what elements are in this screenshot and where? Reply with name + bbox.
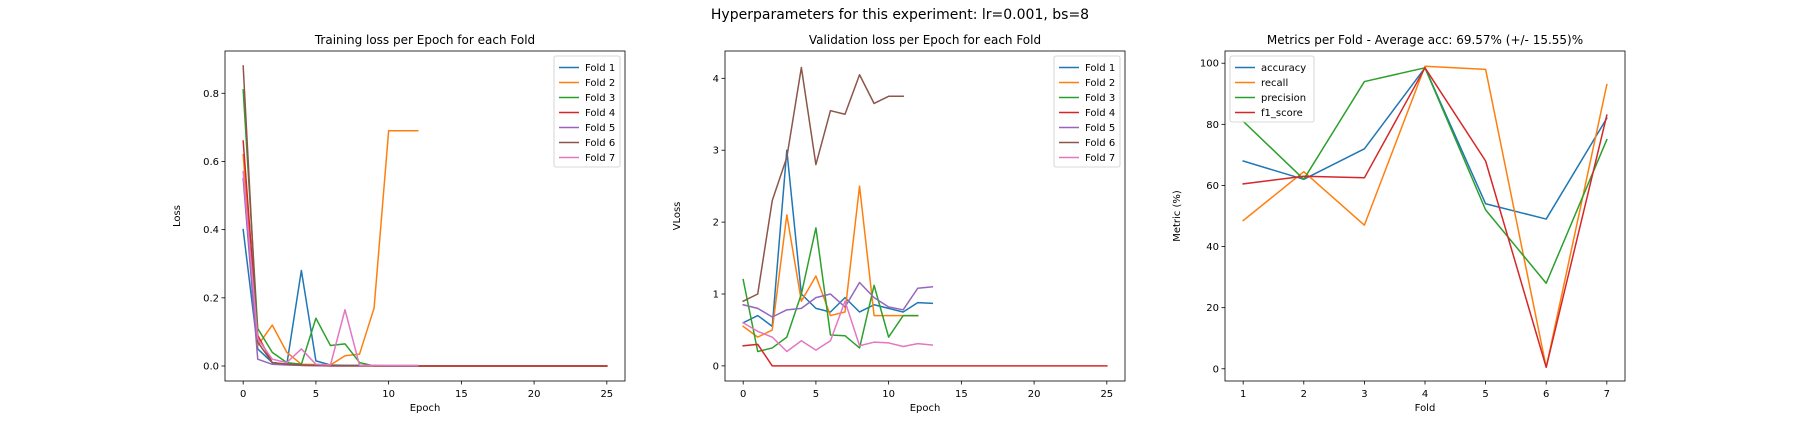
chart-panel-2: 0 5 10 15 20 25 0 1 2 3 4 Validation loss per Epoch…	[672, 33, 1126, 414]
legend-label: Fold 4	[1085, 108, 1115, 119]
series-line-4	[742, 343, 1108, 367]
y-tick-label: 0.8	[203, 89, 219, 100]
x-axis-label: Epoch	[410, 403, 441, 414]
legend-label: Fold 3	[1085, 93, 1115, 104]
x-tick-label: 2	[1301, 389, 1307, 400]
legend-label: precision	[1261, 93, 1306, 104]
legend-label: Fold 6	[585, 138, 615, 149]
series-line-6	[742, 66, 904, 303]
legend-box	[553, 55, 621, 168]
y-tick-label: 0	[713, 361, 719, 372]
legend-box	[1053, 55, 1121, 168]
x-tick-label: 0	[240, 389, 246, 400]
y-tick-label: 2	[713, 218, 719, 229]
series-line-1	[742, 149, 934, 328]
x-tick-label: 20	[1028, 389, 1041, 400]
figure-suptitle: Hyperparameters for this experiment: lr=…	[710, 7, 1090, 23]
x-tick-label: 0	[740, 389, 746, 400]
chart-panel-1: 0 5 10 15 20 25 0.0 0.2 0.4 0.6 0.8 Training loss p…	[172, 33, 626, 414]
axes-frame	[724, 50, 1126, 382]
x-axis-label: Fold	[1415, 403, 1436, 414]
legend-label: Fold 2	[1085, 78, 1115, 89]
legend-label: accuracy	[1261, 63, 1306, 74]
x-tick-label: 25	[600, 389, 613, 400]
axes-frame	[224, 50, 626, 382]
y-tick-label: 0.0	[203, 362, 219, 373]
x-tick-label: 20	[528, 389, 541, 400]
x-tick-label: 25	[1100, 389, 1113, 400]
legend-label: Fold 6	[1085, 138, 1115, 149]
series-group	[242, 65, 608, 367]
x-tick-label: 5	[813, 389, 819, 400]
y-tick-label: 60	[1206, 181, 1219, 192]
y-tick-label: 40	[1206, 242, 1219, 253]
legend-label: Fold 7	[1085, 153, 1115, 164]
y-tick-label: 0.4	[203, 225, 219, 236]
legend-label: Fold 1	[1085, 63, 1115, 74]
legend-box	[1229, 55, 1315, 123]
legend: accuracy recall precision f1_score	[1229, 55, 1315, 123]
y-axis-label: VLoss	[672, 202, 683, 231]
x-tick-label: 10	[382, 389, 395, 400]
series-line-5	[742, 281, 934, 318]
legend-label: Fold 3	[585, 93, 615, 104]
chart-panel-3: 1 2 3 4 5 6 7 0 20 40 60 80 100 Metrics per Fold - Av…	[1172, 33, 1626, 414]
legend-label: Fold 4	[585, 108, 615, 119]
series-line-2	[742, 185, 919, 338]
legend: Fold 1 Fold 2 Fold 3 Fold 4 Fold 5 Fold 6 Fold…	[553, 55, 621, 168]
series-group	[1242, 65, 1608, 368]
series-line-7	[242, 170, 419, 367]
legend-label: recall	[1261, 78, 1288, 89]
y-tick-label: 3	[713, 146, 719, 157]
y-tick-label: 20	[1206, 303, 1219, 314]
x-tick-label: 6	[1543, 389, 1549, 400]
y-tick-label: 80	[1206, 120, 1219, 131]
series-group	[742, 66, 1108, 367]
y-tick-label: 100	[1200, 59, 1219, 70]
x-tick-label: 1	[1240, 389, 1246, 400]
y-tick-label: 4	[713, 74, 719, 85]
legend-label: Fold 5	[1085, 123, 1115, 134]
x-tick-label: 5	[313, 389, 319, 400]
y-tick-label: 0	[1213, 364, 1219, 375]
series-line-4	[1242, 67, 1608, 368]
series-line-7	[742, 300, 934, 353]
y-axis-label: Metric (%)	[1172, 190, 1183, 242]
legend-label: Fold 2	[585, 78, 615, 89]
y-tick-label: 0.6	[203, 157, 219, 168]
x-axis-label: Epoch	[910, 403, 941, 414]
chart-title: Validation loss per Epoch for each Fold	[809, 33, 1041, 47]
chart-title: Training loss per Epoch for each Fold	[314, 33, 535, 47]
legend-label: f1_score	[1261, 108, 1303, 119]
legend-label: Fold 7	[585, 153, 615, 164]
legend-label: Fold 5	[585, 123, 615, 134]
y-axis-label: Loss	[172, 205, 183, 227]
x-tick-label: 5	[1482, 389, 1488, 400]
legend: Fold 1 Fold 2 Fold 3 Fold 4 Fold 5 Fold 6 Fold…	[1053, 55, 1121, 168]
y-tick-label: 0.2	[203, 293, 219, 304]
x-tick-label: 15	[955, 389, 968, 400]
x-tick-label: 3	[1361, 389, 1367, 400]
x-tick-label: 4	[1422, 389, 1428, 400]
x-tick-label: 7	[1604, 389, 1610, 400]
y-tick-label: 1	[713, 290, 719, 301]
chart-title: Metrics per Fold - Average acc: 69.57% (…	[1267, 33, 1583, 47]
series-line-3	[742, 227, 919, 353]
x-tick-label: 10	[882, 389, 895, 400]
legend-label: Fold 1	[585, 63, 615, 74]
x-tick-label: 15	[455, 389, 468, 400]
